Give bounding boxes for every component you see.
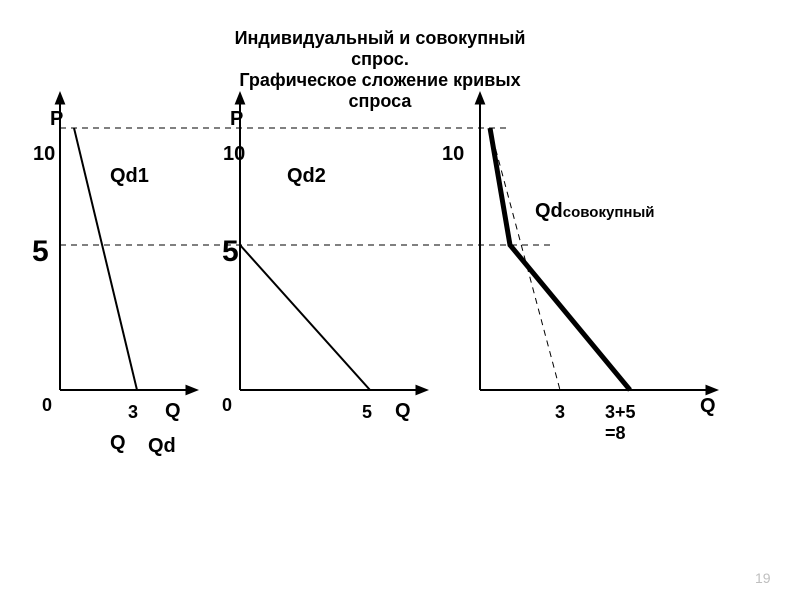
q-axis-label-3: Q [700,395,716,418]
x-tick-5-panel-2: 5 [362,402,372,423]
p-axis-label-2: P [230,108,243,131]
tick-10-panel-3: 10 [442,143,464,166]
tick-10-panel-2: 10 [223,143,245,166]
qd-aggregate-label: Qdсовокупный [535,200,654,223]
origin-0-panel-2: 0 [222,395,232,416]
x-tick-3-panel-1: 3 [128,402,138,423]
title-block: Индивидуальный и совокупный спрос. Графи… [200,28,560,112]
p-axis-label-1: P [50,108,63,131]
q-axis-label-2: Q [395,400,411,423]
tick-10-panel-1: 10 [33,143,55,166]
title-line-4: спроса [200,91,560,112]
q-axis-label-1: Q [165,400,181,423]
q-extra-label: Q [110,432,126,455]
title-line-3: Графическое сложение кривых [200,70,560,91]
qd-label: Qd [148,435,176,458]
qd1-curve-label: Qd1 [110,165,149,188]
origin-0-panel-1: 0 [42,395,52,416]
title-line-1: Индивидуальный и совокупный [200,28,560,49]
tick-5-panel-1: 5 [32,235,49,269]
title-line-2: спрос. [200,49,560,70]
slide-number: 19 [755,570,771,586]
tick-5-panel-2: 5 [222,235,239,269]
x-tick-3-panel-3: 3 [555,402,565,423]
qd2-curve-label: Qd2 [287,165,326,188]
x-tick-8-panel-3: 3+5 =8 [605,402,636,444]
